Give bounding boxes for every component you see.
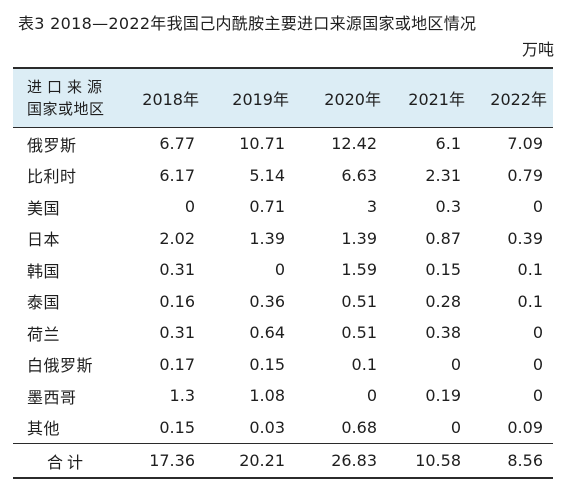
import-volume-cell: 6.77 xyxy=(159,134,195,154)
year-column-header: 2021年 xyxy=(387,67,471,128)
import-volume-cell: 0.79 xyxy=(507,165,543,185)
import-volume-cell: 0 xyxy=(366,386,377,406)
table-row: 白俄罗斯 0.17 0.15 0.1 0 0 xyxy=(13,349,553,381)
import-volume-cell: 0.87 xyxy=(425,228,461,248)
table-body: 俄罗斯 6.77 10.71 12.42 6.1 7.09 比利时 6.17 5.14 6.63 2… xyxy=(13,128,553,479)
total-value: 8.56 xyxy=(471,443,553,479)
import-volume-cell: 0.1 xyxy=(517,260,543,280)
import-volume-cell: 0.68 xyxy=(341,417,377,437)
import-volume-cell: 0.15 xyxy=(425,260,461,280)
region-name: 荷兰 xyxy=(27,324,61,344)
import-volume-cell: 0.38 xyxy=(425,323,461,343)
import-volume-cell: 12.42 xyxy=(331,134,377,154)
region-name: 俄罗斯 xyxy=(27,135,77,155)
region-name: 韩国 xyxy=(27,261,61,281)
import-volume-cell: 1.08 xyxy=(249,386,285,406)
table-row: 日本 2.02 1.39 1.39 0.87 0.39 xyxy=(13,223,553,255)
import-volume-cell: 0.39 xyxy=(507,228,543,248)
table-row: 比利时 6.17 5.14 6.63 2.31 0.79 xyxy=(13,160,553,192)
import-volume-cell: 7.09 xyxy=(507,134,543,154)
import-volume-cell: 0.3 xyxy=(435,197,461,217)
table-row: 其他 0.15 0.03 0.68 0 0.09 xyxy=(13,412,553,444)
import-volume-cell: 0 xyxy=(450,417,461,437)
table-row: 荷兰 0.31 0.64 0.51 0.38 0 xyxy=(13,317,553,349)
table-row: 泰国 0.16 0.36 0.51 0.28 0.1 xyxy=(13,286,553,318)
region-name: 日本 xyxy=(27,230,61,250)
import-volume-cell: 0 xyxy=(532,354,543,374)
region-header-line2: 国家或地区 xyxy=(27,100,105,118)
import-volume-cell: 2.31 xyxy=(425,165,461,185)
import-volume-cell: 0.51 xyxy=(341,323,377,343)
total-row: 合计 17.36 20.21 26.83 10.58 8.56 xyxy=(13,443,553,479)
region-header-line1: 进口来源 xyxy=(27,78,108,96)
region-name: 白俄罗斯 xyxy=(27,356,94,376)
total-value: 20.21 xyxy=(205,443,295,479)
region-name: 比利时 xyxy=(27,167,77,187)
table-row: 韩国 0.31 0 1.59 0.15 0.1 xyxy=(13,254,553,286)
table-caption: 表3 2018—2022年我国己内酰胺主要进口来源国家或地区情况 xyxy=(18,14,477,33)
import-volume-cell: 0.31 xyxy=(159,260,195,280)
import-volume-cell: 0.15 xyxy=(249,354,285,374)
total-label: 合计 xyxy=(13,443,125,479)
import-volume-cell: 0.31 xyxy=(159,323,195,343)
import-volume-cell: 0 xyxy=(274,260,285,280)
year-column-header: 2019年 xyxy=(205,67,295,128)
region-name: 墨西哥 xyxy=(27,387,77,407)
total-value: 26.83 xyxy=(295,443,387,479)
import-volume-cell: 0.09 xyxy=(507,417,543,437)
import-volume-cell: 0 xyxy=(532,323,543,343)
import-volume-cell: 0.36 xyxy=(249,291,285,311)
import-volume-cell: 6.63 xyxy=(341,165,377,185)
import-volume-cell: 0.64 xyxy=(249,323,285,343)
import-volume-cell: 1.3 xyxy=(169,386,195,406)
import-volume-cell: 0.1 xyxy=(351,354,377,374)
import-sources-table: 进口来源 国家或地区 2018年 2019年 2020年 2021年 2022年… xyxy=(13,67,553,479)
import-volume-cell: 0.16 xyxy=(159,291,195,311)
total-value: 10.58 xyxy=(387,443,471,479)
region-name: 其他 xyxy=(27,419,61,439)
import-volume-cell: 0.1 xyxy=(517,291,543,311)
import-volume-cell: 3 xyxy=(366,197,377,217)
region-name: 美国 xyxy=(27,198,61,218)
import-volume-cell: 0 xyxy=(184,197,195,217)
import-volume-cell: 1.39 xyxy=(249,228,285,248)
import-volume-cell: 0 xyxy=(450,354,461,374)
year-column-header: 2018年 xyxy=(125,67,205,128)
import-volume-cell: 1.59 xyxy=(341,260,377,280)
unit-label: 万吨 xyxy=(521,40,554,59)
import-volume-cell: 0.51 xyxy=(341,291,377,311)
table-header-row: 进口来源 国家或地区 2018年 2019年 2020年 2021年 2022年 xyxy=(13,67,553,128)
import-volume-cell: 0 xyxy=(532,197,543,217)
import-volume-cell: 10.71 xyxy=(239,134,285,154)
import-volume-cell: 6.17 xyxy=(159,165,195,185)
import-volume-cell: 0 xyxy=(532,386,543,406)
import-volume-cell: 0.71 xyxy=(249,197,285,217)
table-row: 俄罗斯 6.77 10.71 12.42 6.1 7.09 xyxy=(13,128,553,160)
year-column-header: 2022年 xyxy=(471,67,553,128)
import-volume-cell: 0.19 xyxy=(425,386,461,406)
import-volume-cell: 0.28 xyxy=(425,291,461,311)
import-volume-cell: 0.15 xyxy=(159,417,195,437)
import-volume-cell: 1.39 xyxy=(341,228,377,248)
import-volume-cell: 6.1 xyxy=(435,134,461,154)
table-row: 墨西哥 1.3 1.08 0 0.19 0 xyxy=(13,380,553,412)
total-value: 17.36 xyxy=(125,443,205,479)
region-column-header: 进口来源 国家或地区 xyxy=(13,67,125,128)
year-column-header: 2020年 xyxy=(295,67,387,128)
import-volume-cell: 0.03 xyxy=(249,417,285,437)
import-volume-cell: 5.14 xyxy=(249,165,285,185)
region-name: 泰国 xyxy=(27,293,61,313)
table-row: 美国 0 0.71 3 0.3 0 xyxy=(13,191,553,223)
import-sources-table-container: 进口来源 国家或地区 2018年 2019年 2020年 2021年 2022年… xyxy=(13,67,553,479)
import-volume-cell: 2.02 xyxy=(159,228,195,248)
import-volume-cell: 0.17 xyxy=(159,354,195,374)
